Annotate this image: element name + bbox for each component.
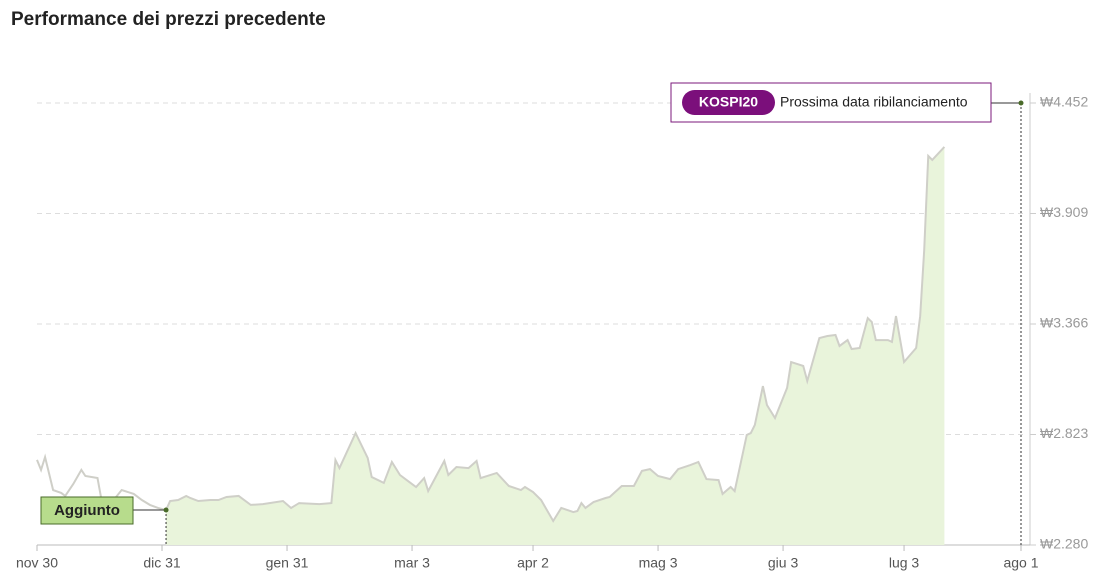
x-tick-label: gen 31 (266, 555, 309, 571)
x-tick-label: lug 3 (889, 555, 920, 571)
x-tick-label: ago 1 (1003, 555, 1038, 571)
x-tick-label: giu 3 (768, 555, 799, 571)
annotation-badge-label: KOSPI20 (699, 94, 758, 110)
annotation-box (40, 496, 134, 525)
x-tick-label: nov 30 (16, 555, 58, 571)
annotation-label: Prossima data ribilanciamento (780, 94, 968, 110)
x-tick-label: mar 3 (394, 555, 430, 571)
annotation-badge (682, 90, 775, 115)
annotation-point (163, 507, 169, 513)
chart-title: Performance dei prezzi precedente (11, 9, 326, 30)
x-tick-label: mag 3 (639, 555, 678, 571)
y-tick-label: ₩2.823 (1040, 425, 1088, 441)
x-tick-label: apr 2 (517, 555, 549, 571)
y-tick-label: ₩3.909 (1040, 204, 1088, 220)
price-line (36, 146, 946, 523)
area (166, 146, 945, 545)
y-tick-label: ₩3.366 (1040, 315, 1088, 331)
annotation-point (1018, 100, 1024, 106)
y-tick-label: ₩4.452 (1040, 94, 1088, 110)
x-tick-label: dic 31 (143, 555, 181, 571)
y-tick-label: ₩2.280 (1040, 536, 1088, 552)
annotation-label: Aggiunto (54, 502, 120, 519)
